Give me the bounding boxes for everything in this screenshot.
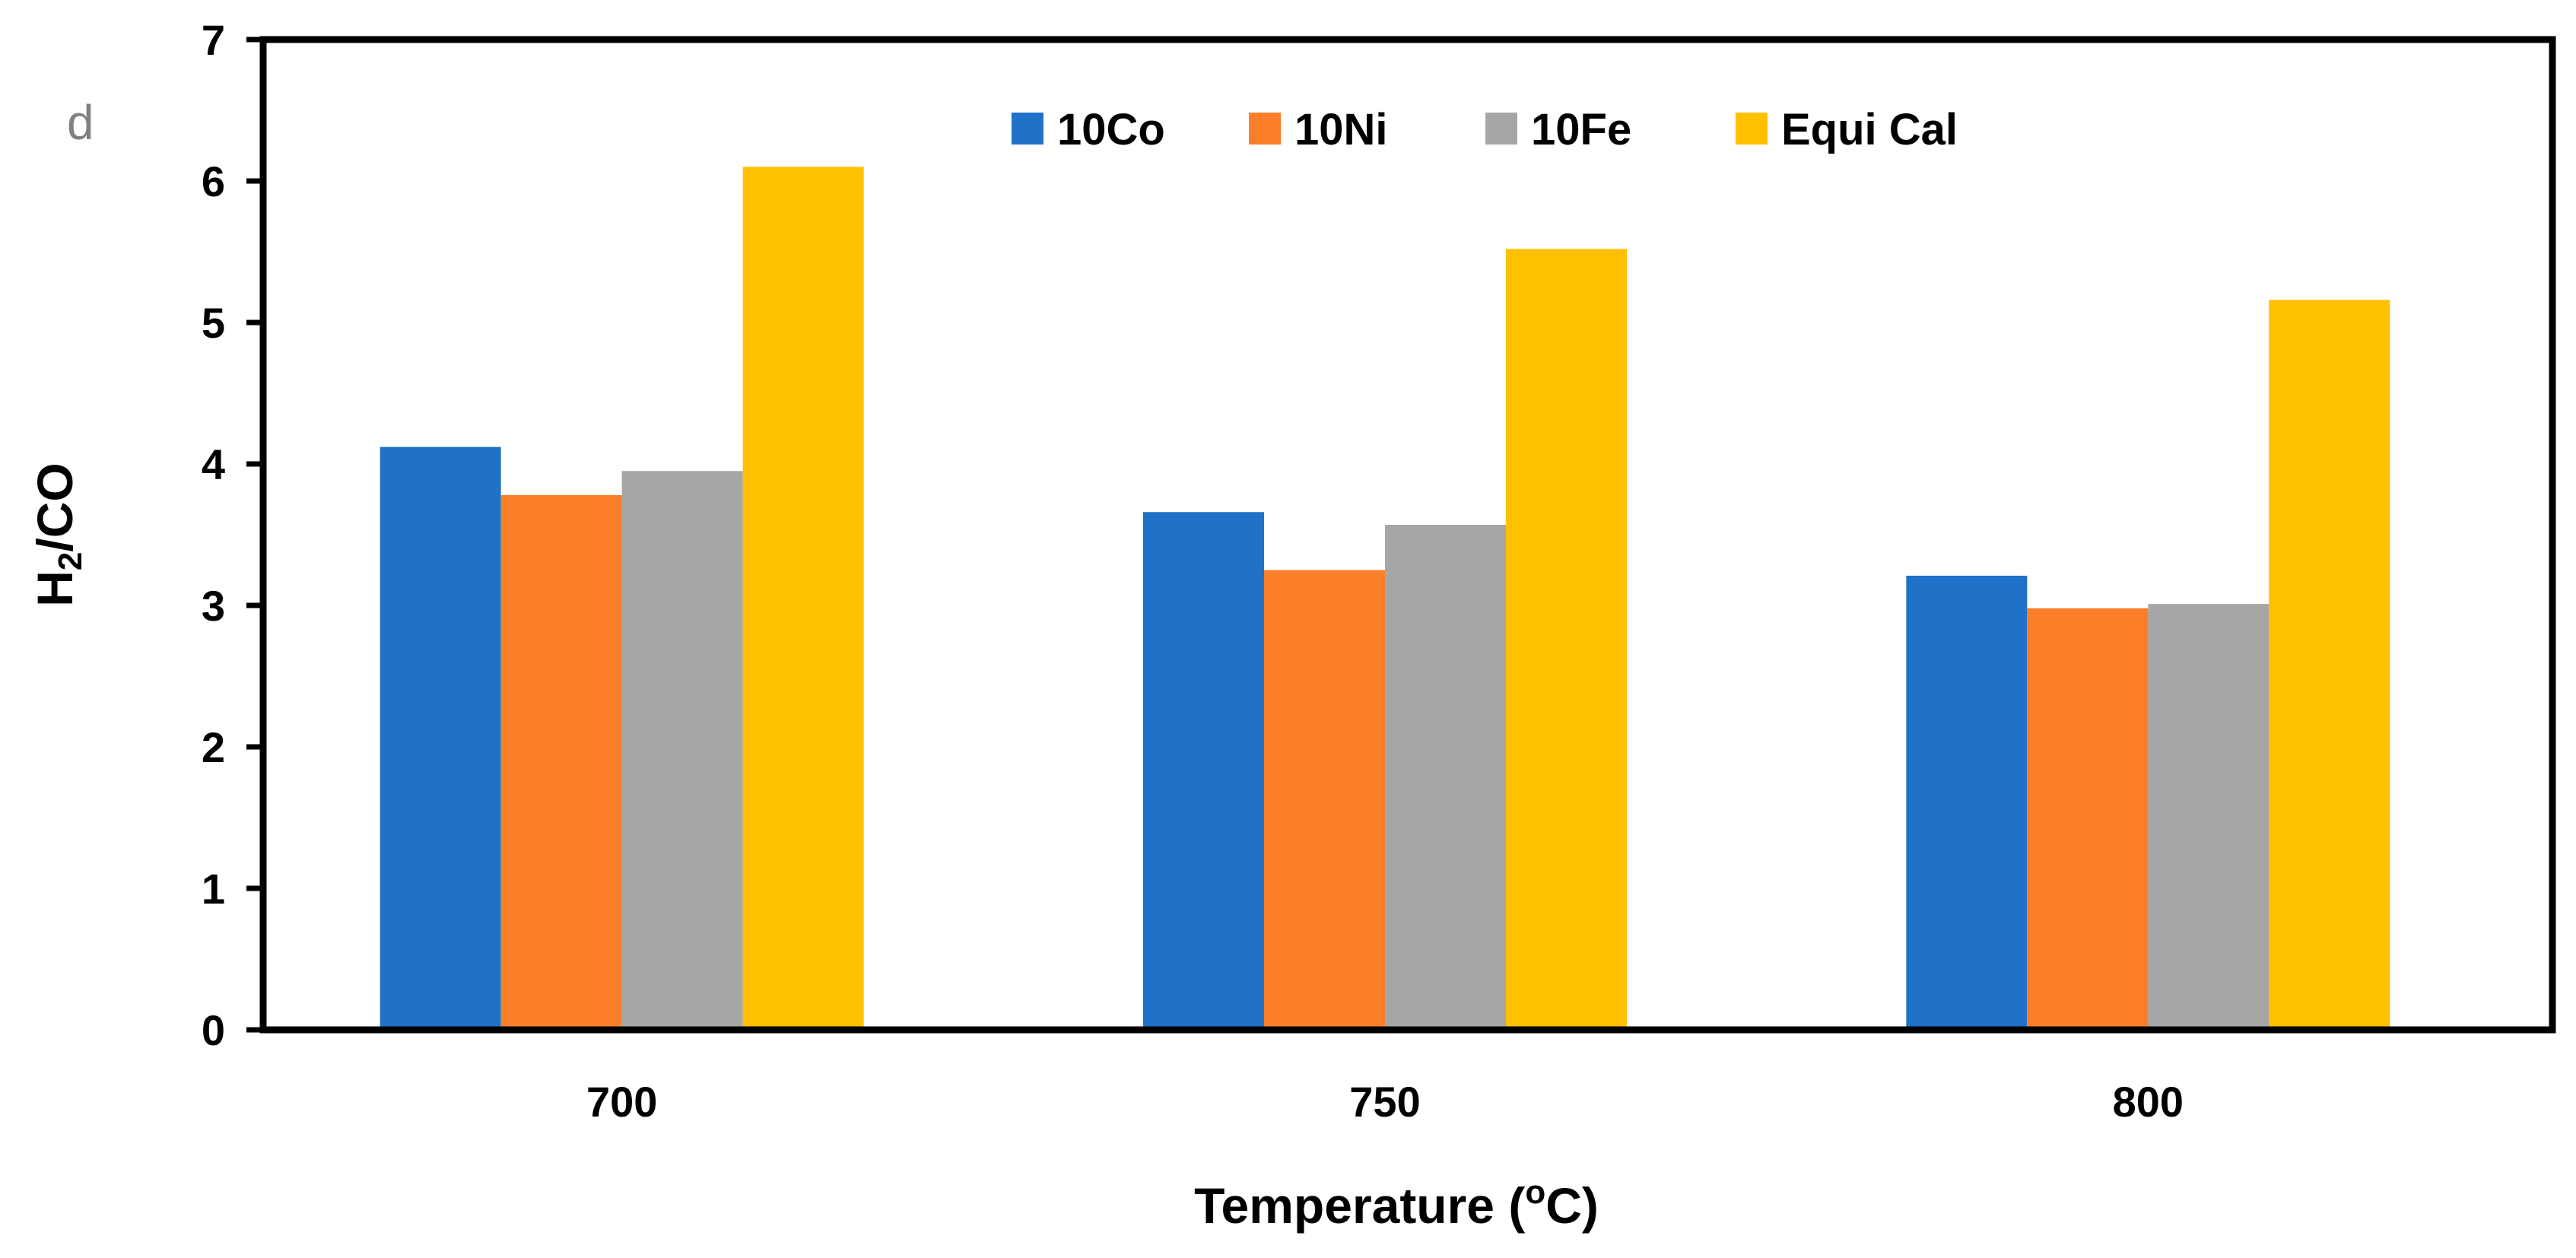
y-tick-label-1: 1 [202, 865, 225, 913]
legend: 10Co 10Ni 10Fe Equi Cal [1012, 105, 1958, 154]
legend-swatch-10fe [1485, 113, 1517, 145]
x-axis-title: Temperature (oC) [1194, 1174, 1599, 1234]
bars-group [380, 167, 2390, 1030]
legend-label-10co: 10Co [1057, 105, 1165, 154]
bar-10fe-750 [1385, 524, 1506, 1030]
bar-equi-cal-800 [2269, 300, 2390, 1030]
bar-equi-cal-750 [1506, 249, 1627, 1030]
x-axis-title-main: Temperature ( [1194, 1177, 1525, 1234]
legend-label-10ni: 10Ni [1294, 105, 1388, 154]
y-tick-label-0: 0 [202, 1006, 225, 1054]
legend-label-equi-cal: Equi Cal [1781, 105, 1958, 154]
bar-10ni-800 [2027, 608, 2149, 1030]
legend-label-10fe: 10Fe [1531, 105, 1631, 154]
x-tick-label-700: 700 [586, 1078, 657, 1126]
y-tick-label-4: 4 [202, 440, 225, 488]
bar-10fe-800 [2148, 604, 2269, 1030]
plot-area-frame [259, 36, 2556, 1034]
x-axis-tick-labels: 700 750 800 [586, 1078, 2184, 1126]
x-axis-title-superscript: o [1525, 1174, 1545, 1211]
bar-10co-750 [1143, 512, 1264, 1030]
y-tick-label-2: 2 [202, 723, 225, 771]
bar-10co-700 [380, 446, 501, 1030]
y-axis-ticks: 0 1 2 3 4 5 6 7 [202, 16, 263, 1054]
bar-10ni-750 [1264, 570, 1385, 1030]
legend-swatch-10ni [1249, 113, 1281, 145]
bar-equi-cal-700 [742, 167, 864, 1030]
panel-label: d [67, 95, 94, 150]
legend-swatch-equi-cal [1736, 113, 1768, 145]
y-axis-title-main: H [27, 570, 83, 607]
x-tick-label-800: 800 [2113, 1078, 2184, 1126]
y-tick-label-6: 6 [202, 157, 225, 205]
y-axis-title: H2/CO [27, 462, 89, 607]
bar-10co-800 [1906, 575, 2028, 1030]
y-axis-title-subscript: 2 [52, 552, 89, 570]
y-tick-label-7: 7 [202, 16, 225, 64]
y-tick-label-5: 5 [202, 299, 225, 347]
legend-swatch-10co [1012, 113, 1043, 145]
bar-10fe-700 [621, 471, 743, 1030]
x-tick-label-750: 750 [1349, 1078, 1420, 1126]
y-tick-label-3: 3 [202, 582, 225, 630]
y-axis-title-rest: /CO [27, 462, 83, 551]
x-axis-title-rest: C) [1545, 1177, 1599, 1234]
bar-10ni-700 [500, 494, 622, 1030]
